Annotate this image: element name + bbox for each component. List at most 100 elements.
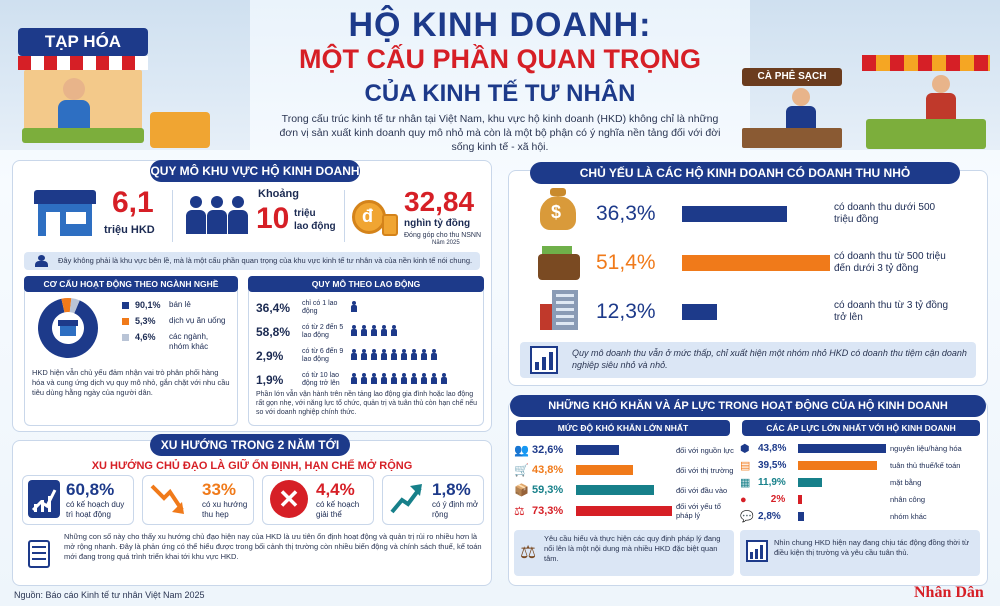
building-icon: [540, 290, 580, 330]
difficulty-left-note: Yêu cầu hiểu và thực hiện các quy định p…: [544, 534, 721, 563]
person-icon: [360, 349, 368, 360]
labor-row: 58,8% có từ 2 đến 5 lao động: [256, 320, 482, 344]
cafe-illustration: CÀ PHÊ SẠCH: [742, 58, 842, 148]
trend-label: có xu hướng thu hẹp: [202, 500, 248, 519]
difficulty-bar: [576, 445, 619, 455]
sector-donut-chart: [37, 298, 98, 358]
gavel-icon: ⚖: [520, 542, 537, 562]
labor-pct: 58,8%: [256, 325, 291, 339]
revenue-label: có doanh thu từ 500 triệu đến dưới 3 tỷ …: [834, 251, 946, 274]
revenue-row: 36,3% có doanh thu dưới 500 triệu đồng: [596, 190, 976, 238]
labor-pct: 2,9%: [256, 349, 284, 363]
grocery-shop-illustration: TẠP HÓA: [18, 28, 148, 143]
person-icon: [360, 373, 368, 384]
trend-note: Những con số này cho thấy xu hướng chủ đ…: [64, 532, 482, 561]
cart-icon: 🛒: [514, 463, 529, 477]
person-icon: [350, 301, 358, 312]
difficulty-row: 👥 32,6% đối với nguồn lực: [514, 440, 736, 460]
person-icon: [380, 349, 388, 360]
labor-label: chỉ có 1 lao động: [302, 300, 338, 315]
pressure-row: ▤ 39,5% tuân thủ thuế/kế toán: [740, 457, 984, 474]
shop-sign-left: TẠP HÓA: [44, 32, 122, 51]
difficulty-bar: [576, 465, 634, 475]
decline-arrow-icon: [150, 484, 184, 514]
person-icon: [370, 373, 378, 384]
brand-logo: Nhân Dân: [914, 584, 984, 601]
growth-arrow-icon: [31, 489, 57, 512]
pressure-bar: [798, 512, 804, 521]
labor-heading: QUY MÔ THEO LAO ĐỘNG: [248, 276, 484, 292]
coins-icon: đ: [352, 192, 398, 238]
person-icon: [370, 325, 378, 336]
labor-value: 10: [256, 202, 290, 235]
revenue-rows: 36,3% có doanh thu dưới 500 triệu đồng 5…: [596, 190, 976, 336]
pressure-row: ⬢ 43,8% nguyên liệu/hàng hóa: [740, 440, 984, 457]
revenue-bar: [682, 304, 718, 320]
person-icon: [390, 325, 398, 336]
labor-row: 1,9% có từ 10 lao động trở lên: [256, 368, 482, 392]
trend-label: có kế hoạch duy trì hoạt động: [66, 500, 125, 519]
difficulty-left-rows: 👥 32,6% đối với nguồn lực 🛒 43,8% đối vớ…: [514, 440, 736, 522]
pressure-bar: [798, 495, 803, 504]
pressure-row: 💬 2,8% nhóm khác: [740, 508, 984, 525]
wallet-icon: [538, 246, 580, 282]
difficulty-right-note: Nhìn chung HKD hiện nay đang chịu tác độ…: [774, 538, 970, 557]
nsnn-note2: Năm 2025: [432, 240, 460, 246]
difficulty-heading: NHỮNG KHÓ KHĂN VÀ ÁP LỰC TRONG HOẠT ĐỘNG…: [510, 395, 986, 417]
legend-pct: 90,1%: [135, 300, 161, 310]
revenue-label: có doanh thu từ 3 tỷ đồng trở lên: [834, 300, 948, 323]
pressure-label: nhóm khác: [890, 512, 927, 521]
pressure-pct: 11,9%: [758, 477, 786, 488]
labor-unit2: lao động: [294, 221, 336, 232]
person-icon: [360, 325, 368, 336]
people-icon: 👥: [514, 443, 529, 457]
sector-legend: 90,1% bán lẻ 5,3% dịch vụ ăn uống 4,6% c…: [122, 300, 234, 356]
difficulty-left-heading: MỨC ĐỘ KHÓ KHĂN LỚN NHẤT: [516, 420, 730, 436]
people-icons: [350, 347, 440, 365]
person-icon: [390, 373, 398, 384]
group-icon: [34, 255, 50, 267]
people-icons: [350, 323, 400, 341]
difficulty-pct: 43,8%: [532, 464, 564, 476]
person-icon: [420, 373, 428, 384]
pressure-row: ▦ 11,9% mặt bằng: [740, 474, 984, 491]
pressure-label: tuân thủ thuế/kế toán: [890, 461, 961, 470]
labor-pct: 1,9%: [256, 373, 284, 387]
divider: [344, 190, 345, 242]
shop-sign-right: CÀ PHÊ SẠCH: [757, 71, 827, 82]
trend-card: [142, 475, 254, 525]
pressure-label: nguyên liệu/hàng hóa: [890, 444, 962, 453]
hkd-unit: triệu HKD: [104, 224, 155, 236]
store-icon-small: [58, 320, 78, 336]
revenue-note-box: [520, 342, 976, 378]
difficulty-right-heading: CÁC ÁP LỰC LỚN NHẤT VỚI HỘ KINH DOANH: [742, 420, 980, 436]
difficulty-row: 📦 59,3% đối với đầu vào: [514, 480, 736, 500]
labor-pct: 36,4%: [256, 301, 291, 315]
labor-row: 2,9% có từ 6 đến 9 lao động: [256, 344, 482, 368]
difficulty-pct: 73,3%: [532, 505, 564, 517]
trend-pct: 33%: [202, 480, 237, 499]
revenue-bar: [682, 206, 787, 222]
person-icon: [430, 349, 438, 360]
fruit-stall-illustration: [862, 55, 990, 150]
labor-label: có từ 6 đến 9 lao động: [302, 348, 344, 363]
workers-icon: [184, 196, 250, 236]
difficulty-label: đối với nguồn lực: [676, 445, 734, 455]
legend-label: bán lẻ: [169, 300, 191, 309]
legend-item: 90,1% bán lẻ: [122, 300, 234, 316]
trend-pct: 4,4%: [316, 480, 355, 499]
worker-icon: ●: [740, 493, 747, 506]
person-icon: [370, 349, 378, 360]
labor-rows: 36,4% chỉ có 1 lao động 58,8% có từ 2 đế…: [256, 296, 482, 392]
difficulty-left-note-box: [514, 530, 734, 576]
revenue-bar: [682, 255, 830, 271]
scale-heading: QUY MÔ KHU VỰC HỘ KINH DOANH: [150, 160, 360, 182]
scale-note: Đây không phải là khu vực bên lề, mà là …: [58, 256, 473, 265]
page-title-line1: HỘ KINH DOANH:: [348, 6, 652, 44]
bar-chart-icon: [530, 346, 558, 374]
difficulty-row: 🛒 43,8% đối với thị trường: [514, 460, 736, 480]
donut-slice: [37, 298, 98, 358]
sector-note: HKD hiện vẫn chủ yếu đảm nhận vai trò ph…: [32, 368, 230, 397]
checklist-lines: [32, 546, 46, 562]
legend-pct: 5,3%: [135, 316, 156, 326]
